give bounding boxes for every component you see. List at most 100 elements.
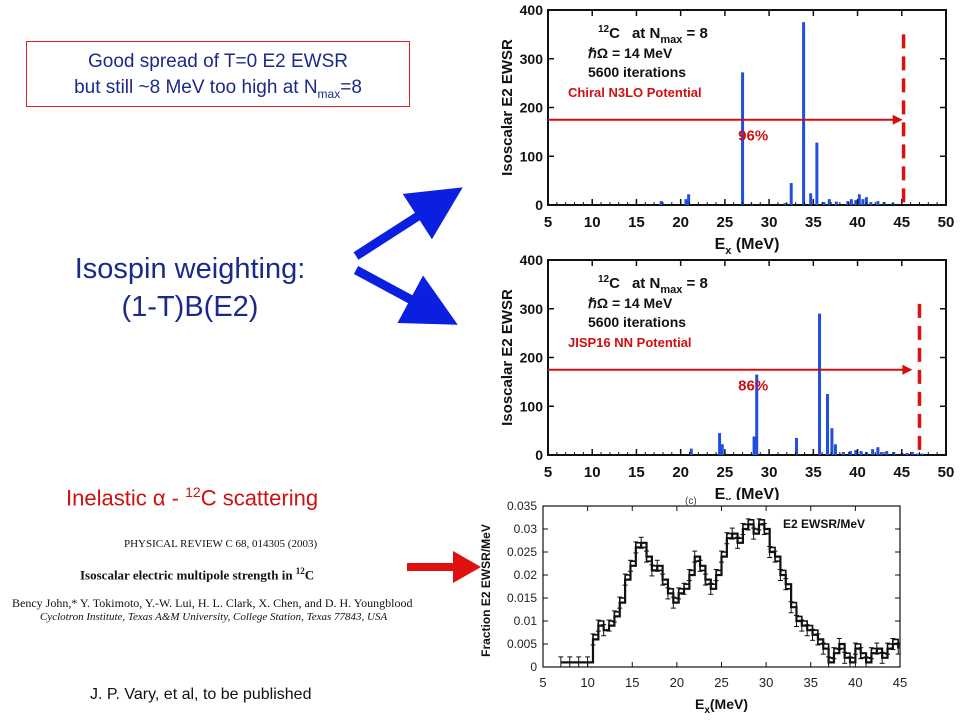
y-tick-label: 0.025 <box>507 545 537 559</box>
y-tick-label: 0 <box>530 660 537 674</box>
bar <box>876 201 880 205</box>
bar <box>833 444 837 455</box>
bar <box>849 199 853 205</box>
bar <box>910 452 914 455</box>
x-tick-label: 25 <box>717 214 734 231</box>
x-tick-label: 5 <box>539 675 546 690</box>
footer-citation: J. P. Vary, et al, to be published <box>90 686 312 703</box>
y-tick-label: 0 <box>535 197 543 213</box>
bar <box>827 199 831 205</box>
x-tick-label: 30 <box>759 675 773 690</box>
reference-affiliation: Cyclotron Institute, Texas A&M Universit… <box>40 611 388 623</box>
bar <box>659 201 663 205</box>
sum-rule-arrowhead <box>902 364 913 375</box>
bar <box>861 199 865 205</box>
bar <box>818 313 822 455</box>
series-line-b <box>560 519 900 664</box>
plot-frame <box>547 9 947 206</box>
x-tick-label: 5 <box>544 214 552 231</box>
x-tick-label: 40 <box>849 214 866 231</box>
x-tick-label: 45 <box>893 214 910 231</box>
bar <box>871 449 875 455</box>
summary-note-box: Good spread of T=0 E2 EWSR but still ~8 … <box>26 41 410 107</box>
y-tick-label: 300 <box>520 51 544 67</box>
x-tick-label: 30 <box>761 214 778 231</box>
bar <box>905 453 909 455</box>
x-tick-label: 50 <box>938 214 955 231</box>
x-tick-label: 25 <box>714 675 728 690</box>
x-tick-label: 40 <box>848 675 862 690</box>
percent-label: 96% <box>738 128 768 145</box>
legend-nucleus: 12C at Nmax = 8 <box>598 274 708 296</box>
x-tick-label: 35 <box>805 214 822 231</box>
y-tick-label: 0.03 <box>514 522 538 536</box>
y-axis-label: Isoscalar E2 EWSR <box>499 39 516 176</box>
x-tick-label: 25 <box>717 464 734 481</box>
inelastic-scattering-label: Inelastic α - 12C scattering <box>66 484 319 511</box>
reference-authors: Bency John,* Y. Tokimoto, Y.-W. Lui, H. … <box>12 596 413 610</box>
bar <box>857 194 861 205</box>
bar <box>834 201 838 205</box>
x-tick-label: 15 <box>628 464 645 481</box>
bar <box>755 374 759 455</box>
bar <box>718 433 722 455</box>
x-tick-label: 35 <box>804 675 818 690</box>
bar <box>854 450 858 455</box>
bar <box>795 437 799 455</box>
x-tick-label: 15 <box>628 214 645 231</box>
y-tick-label: 0.035 <box>507 499 537 513</box>
y-tick-label: 200 <box>520 100 544 116</box>
isospin-line2: (1-T)B(E2) <box>121 291 259 323</box>
x-tick-label: 20 <box>672 214 689 231</box>
legend-iterations: 5600 iterations <box>588 64 686 80</box>
series-label: E2 EWSR/MeV <box>783 517 865 531</box>
bar <box>869 202 873 205</box>
bar <box>848 451 852 455</box>
summary-note-line2: but still ~8 MeV too high at Nmax=8 <box>74 77 362 101</box>
y-tick-label: 100 <box>520 148 544 164</box>
sum-rule-arrowhead <box>892 114 903 125</box>
y-tick-label: 400 <box>520 252 544 268</box>
bar <box>741 72 745 206</box>
bar <box>809 193 813 205</box>
y-tick-label: 0.005 <box>507 637 537 651</box>
bar <box>859 451 863 455</box>
bar <box>920 453 924 455</box>
isospin-weighting-title: Isospin weighting: (1-T)B(E2) <box>40 250 340 326</box>
plot-frame <box>547 259 947 456</box>
legend-potential: JISP16 NN Potential <box>568 335 692 350</box>
x-tick-label: 15 <box>625 675 639 690</box>
bar <box>684 199 688 205</box>
x-tick-label: 20 <box>672 464 689 481</box>
bar <box>854 200 858 205</box>
percent-label: 86% <box>738 378 768 395</box>
chart-experimental-ewsr: 5 10 15 20 25 30 35 40 45 0 0.005 0.01 0.015 0.02 0.02… <box>479 496 907 716</box>
panel-corner-label: (c) <box>685 496 697 507</box>
y-axis-label: Isoscalar E2 EWSR <box>499 289 516 426</box>
legend-potential: Chiral N3LO Potential <box>568 85 702 100</box>
bar <box>830 428 834 455</box>
y-tick-label: 200 <box>520 350 544 366</box>
red-pointer-arrow <box>407 551 481 583</box>
bar <box>879 452 883 455</box>
y-tick-label: 0.02 <box>514 568 538 582</box>
x-tick-label: 20 <box>670 675 684 690</box>
bar <box>892 452 896 455</box>
bar <box>825 394 829 455</box>
bar <box>876 447 880 455</box>
x-tick-label: 45 <box>893 464 910 481</box>
bar <box>846 201 850 205</box>
y-tick-label: 0 <box>535 447 543 463</box>
legend-hbar: ℏΩ = 14 MeV <box>588 45 673 61</box>
bar <box>720 444 724 455</box>
chart-chiral-n3lo: 5 10 15 20 25 30 35 40 45 50 0 100 200 300 400 Isoscala… <box>499 2 955 255</box>
x-tick-label: 10 <box>580 675 594 690</box>
legend-hbar: ℏΩ = 14 MeV <box>588 295 673 311</box>
x-tick-label: 5 <box>544 464 552 481</box>
x-tick-label: 50 <box>938 464 955 481</box>
bar <box>864 197 868 205</box>
x-axis-label: Ex (MeV) <box>715 486 780 500</box>
y-tick-label: 0.015 <box>507 591 537 605</box>
x-tick-label: 30 <box>761 464 778 481</box>
x-axis-label: Ex(MeV) <box>695 696 748 716</box>
